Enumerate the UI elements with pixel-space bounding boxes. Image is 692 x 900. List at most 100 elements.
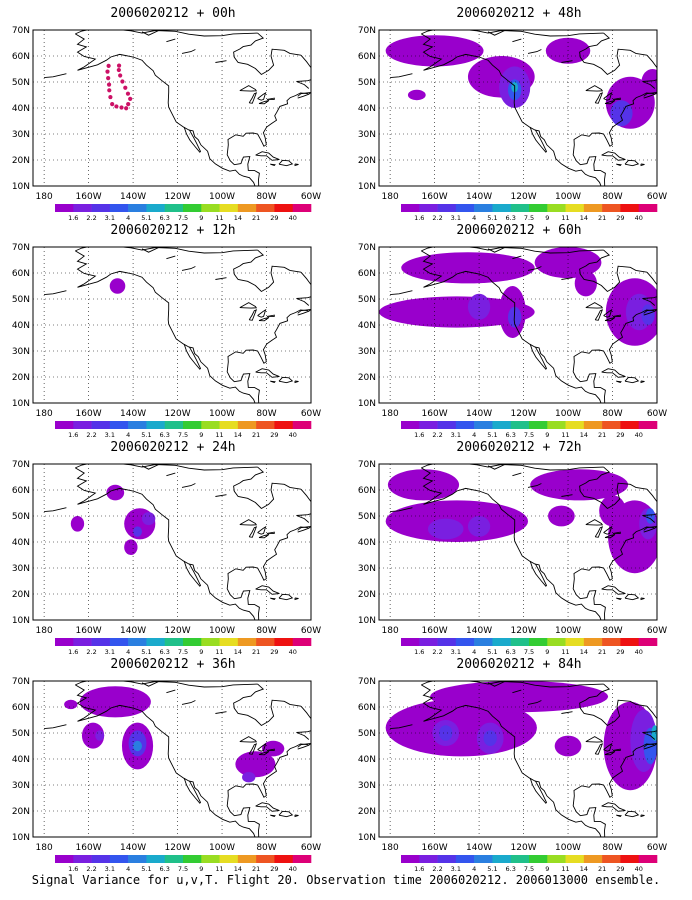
coastline [624,593,640,601]
colorbar-swatch [109,638,129,646]
variance-region [641,304,655,325]
coastline [270,380,276,384]
lon-label: 160W [422,192,448,202]
colorbar-swatch [109,855,129,863]
lon-label: 120W [165,192,191,202]
plot-frame [378,463,658,621]
map-content [33,681,311,837]
plot-frame [32,246,312,404]
colorbar-label: 1.6 [414,865,424,873]
lat-label: 60N [12,269,30,279]
colorbar-label: 7.5 [524,214,534,222]
coastline [255,368,280,378]
variance-region [645,508,655,524]
colorbar-swatch [164,421,184,429]
coastline [421,684,602,837]
colorbar-label: 2.2 [86,648,96,656]
coastline [640,380,645,384]
colorbar-label: 7.5 [524,865,534,873]
colorbar-label: 1.6 [68,431,78,439]
coastline [421,33,602,186]
coastline [612,531,621,534]
lat-label: 10N [12,182,30,192]
lat-label: 50N [358,295,376,305]
coastline [487,464,506,470]
coastline [257,742,267,752]
coastline [75,250,256,403]
coastline [487,30,506,36]
colorbar-label: 9 [545,865,549,873]
lat-label: 40N [12,104,30,114]
coastline [266,97,275,100]
colorbar-swatch [91,638,111,646]
coastline [257,308,267,318]
lat-label: 40N [358,104,376,114]
lat-label: 60N [12,486,30,496]
map-plot: 10N 20N 30N 40N 50N 60N 70N 180 160W 140W 120W 100W… [12,26,321,222]
coastline [594,309,604,321]
colorbar-label: 2.2 [432,214,442,222]
coastline [594,92,604,104]
coastline [612,97,621,100]
colorbar-label: 3.1 [105,865,115,873]
colorbar-swatch [401,855,420,863]
observation-point [106,63,111,68]
colorbar-swatch [583,421,603,429]
coastline [278,376,294,384]
colorbar-label: 2.2 [86,865,96,873]
lat-label: 60N [12,52,30,62]
coastline [233,32,302,76]
panel-title: 2006020212 + 84h [456,657,582,672]
colorbar-swatch [292,421,312,429]
colorbar-label: 9 [545,648,549,656]
colorbar-swatch [237,855,257,863]
colorbar-swatch [164,855,184,863]
colorbar-swatch [219,638,239,646]
lat-label: 70N [358,26,376,36]
colorbar-swatch [201,421,220,429]
coastline [594,526,604,538]
lon-label: 120W [511,192,537,202]
observation-point [126,102,131,107]
coastline [257,525,267,535]
coastline [604,317,616,322]
coastline [226,92,309,186]
coastline [44,724,67,730]
colorbar-label: 2.2 [86,214,96,222]
colorbar-label: 5.1 [487,648,497,656]
coastline [215,494,227,497]
panel-title: 2006020212 + 60h [456,223,582,238]
lat-label: 70N [12,26,30,36]
coastline [181,266,196,271]
colorbar-label: 9 [199,865,203,873]
coastline [585,519,604,526]
lon-label: 120W [165,626,191,636]
variance-region [95,730,105,741]
coastline [296,705,311,740]
lon-label: 180 [382,626,399,636]
lat-label: 20N [12,590,30,600]
colorbar-label: 40 [635,431,643,439]
colorbar-label: 40 [289,865,297,873]
lat-label: 20N [358,590,376,600]
coastline [572,309,655,403]
colorbar-label: 3.1 [451,431,461,439]
colorbar-label: 21 [252,865,260,873]
observation-point [120,79,125,84]
map-panel: 2006020212 + 60h 10N 20N 30N 40N 50N 60N 70N 180… [346,217,692,439]
coastline [624,159,640,167]
colorbar-swatch [419,421,438,429]
variance-region [534,247,602,279]
colorbar-swatch [91,855,111,863]
colorbar-swatch [492,421,512,429]
coastline [141,681,160,687]
colorbar-label: 21 [598,648,606,656]
map-panel: 2006020212 + 00h 10N 20N 30N 40N 50N 60N 70N 180… [0,0,346,222]
colorbar-swatch [602,421,621,429]
coastline [257,91,267,101]
colorbar-label: 5.1 [141,648,151,656]
map-panel: 2006020212 + 72h 10N 20N 30N 40N 50N 60N 70N 180… [346,434,692,656]
coastline [529,344,548,370]
coastline [390,724,413,730]
map-plot: 10N 20N 30N 40N 50N 60N 70N 180 160W 140W 120W 100W… [358,26,667,222]
